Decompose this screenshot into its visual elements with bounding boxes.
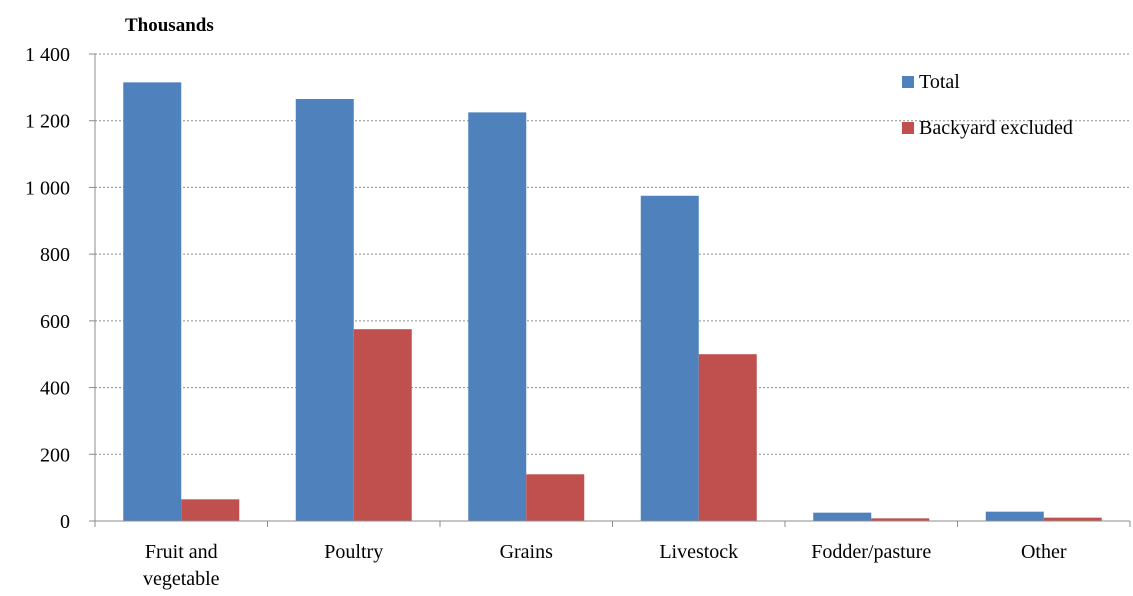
legend-label: Backyard excluded <box>919 117 1073 139</box>
y-axis-tick-labels: 0 200 400 600 800 1 000 1 200 1 400 <box>25 44 95 533</box>
legend: Total Backyard excluded <box>902 71 1073 139</box>
x-tick-label: vegetable <box>143 568 220 590</box>
bar-backyard-excluded <box>181 499 240 521</box>
unit-label: Thousands <box>125 15 214 36</box>
y-tick-label: 0 <box>60 511 70 533</box>
y-tick-label: 600 <box>40 311 70 333</box>
x-tick-label: Poultry <box>324 541 383 563</box>
x-axis: Fruit and vegetable Poultry Grains Livestock… <box>94 54 1131 590</box>
bar-total <box>985 511 1044 521</box>
x-tick-label: Grains <box>500 541 554 563</box>
y-tick-label: 1 200 <box>25 111 70 133</box>
bar-total <box>295 99 354 522</box>
bar-backyard-excluded <box>871 518 930 521</box>
gridlines <box>95 53 1130 455</box>
legend-label: Total <box>919 71 960 93</box>
bar-backyard-excluded <box>526 474 585 521</box>
bar-total <box>468 112 527 521</box>
bar-total <box>123 82 182 521</box>
y-tick-label: 1 000 <box>25 177 70 199</box>
y-tick-label: 200 <box>40 444 70 466</box>
x-tick-label: Other <box>1021 541 1067 563</box>
x-tick-label: Fruit and <box>145 541 218 563</box>
bar-total <box>640 195 699 521</box>
bar-total <box>813 512 872 521</box>
y-tick-label: 400 <box>40 378 70 400</box>
bar-backyard-excluded <box>1043 517 1102 521</box>
y-tick-label: 1 400 <box>25 44 70 66</box>
x-tick-label: Fodder/pasture <box>811 541 931 563</box>
bars <box>123 82 1102 522</box>
y-tick-label: 800 <box>40 244 70 266</box>
bar-backyard-excluded <box>698 354 757 521</box>
bar-backyard-excluded <box>353 329 412 521</box>
legend-swatch <box>902 122 914 134</box>
x-tick-label: Livestock <box>659 541 738 563</box>
legend-swatch <box>902 76 914 88</box>
